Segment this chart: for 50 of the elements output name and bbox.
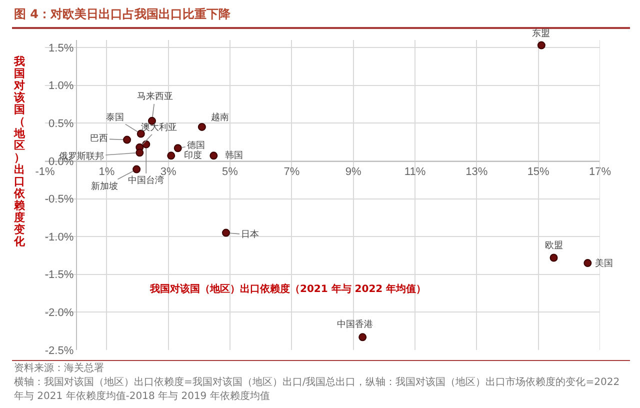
point [142,140,150,148]
annotation: 德国 [187,140,205,151]
y-tick-label: -1.5% [44,269,74,282]
annotation: 东盟 [532,28,550,39]
point [123,136,132,144]
annotation: 美国 [595,258,613,269]
x-tick-label: 11% [404,166,426,178]
point [174,144,182,152]
y-tick-label: -0.5% [44,194,74,206]
x-tick-label: -1% [35,166,55,178]
y-tick-label: -1.0% [44,231,74,244]
text: 我国对该国（地区）出口依赖度变化 [14,55,25,248]
point [132,165,141,174]
annotation: 中国台湾 [128,175,164,186]
annotation: 新加坡 [91,181,118,192]
y-tick-label: 1.5% [48,42,74,54]
point [537,41,546,50]
text: 横轴：我国对该国（地区）出口依赖度=我国对该国（地区）出口/我国总出口，纵轴：我国对该国（地区）出口市场依赖度的变化=2022 年与 2021 年依赖度均值-2018 年与 2019 年依赖度均值 [14,376,621,404]
annotation: 马来西亚 [137,91,173,102]
y-tick-label: -2.0% [44,307,74,320]
point [136,148,144,157]
point [198,122,206,131]
annotation: 越南 [211,112,229,123]
point [584,259,592,268]
x-tick-label: 1% [98,166,115,178]
annotation: 韩国 [225,150,243,161]
point [550,254,558,262]
x-tick-label: 5% [222,166,238,178]
x-tick-label: 13% [466,166,488,178]
annotation: 印度 [184,150,202,161]
annotation: 巴西 [90,134,108,144]
x-tick-label: 9% [345,166,362,178]
annotation: 欧盟 [545,240,563,251]
annotation: 中国香港 [337,319,373,330]
point [358,333,367,342]
y-tick-label: 1.0% [48,80,74,92]
annotation: 澳大利亚 [141,122,177,133]
text: 资料来源：海关总署 [14,362,105,376]
annotation: 泰国 [106,112,124,123]
y-tick-label: -2.5% [44,344,74,357]
point [222,228,230,237]
x-tick-label: 17% [588,166,612,178]
annotation: 日本 [241,229,259,240]
y-tick-label: 0.5% [48,118,74,130]
x-tick-label: 15% [527,166,550,178]
chart-title: 图 4：对欧美日出口占我国出口比重下降 [14,6,231,23]
point [167,152,176,160]
x-axis-title: 我国对该国（地区）出口依赖度（2021 年与 2022 年均值） [149,283,426,295]
point [210,152,218,160]
x-tick-label: 7% [284,166,300,178]
